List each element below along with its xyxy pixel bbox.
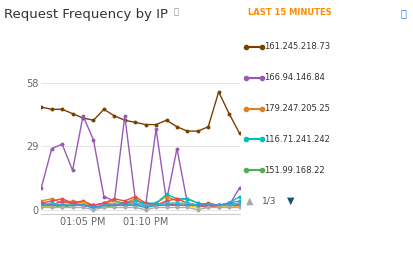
Text: ⓘ: ⓘ: [401, 8, 407, 18]
Text: 1/3: 1/3: [262, 197, 277, 205]
Text: 166.94.146.84: 166.94.146.84: [264, 73, 325, 82]
Text: 🔍: 🔍: [173, 8, 178, 17]
Text: 116.71.241.242: 116.71.241.242: [264, 135, 330, 144]
Text: LAST 15 MINUTES: LAST 15 MINUTES: [248, 8, 331, 17]
Text: 179.247.205.25: 179.247.205.25: [264, 104, 330, 113]
Text: Request Frequency by IP: Request Frequency by IP: [4, 8, 168, 21]
Text: 161.245.218.73: 161.245.218.73: [264, 43, 330, 51]
Text: 151.99.168.22: 151.99.168.22: [264, 166, 325, 175]
Text: ▲: ▲: [246, 196, 253, 206]
Text: ▼: ▼: [287, 196, 294, 206]
